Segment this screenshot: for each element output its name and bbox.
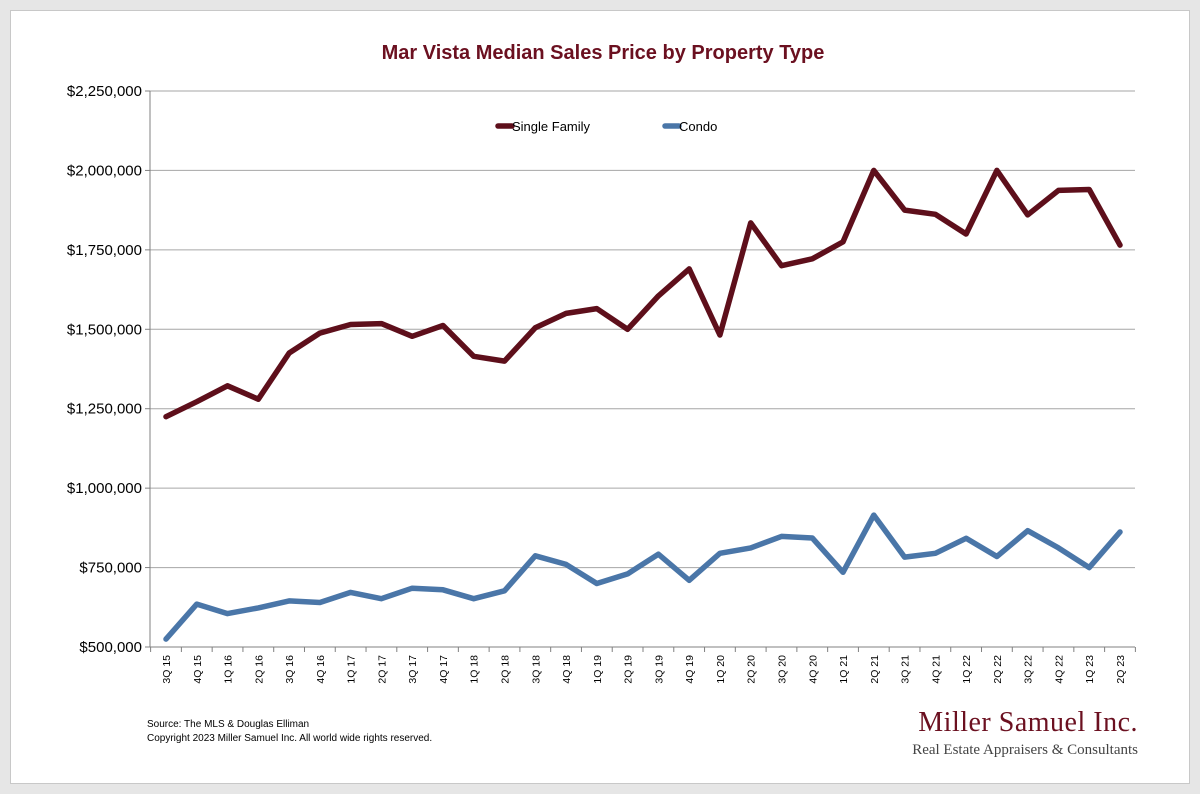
x-tick-label: 3Q 18 [530,655,542,684]
x-tick-label: 2Q 17 [376,655,388,684]
y-tick-label: $2,250,000 [67,83,142,100]
x-tick-label: 2Q 23 [1115,655,1127,684]
copyright-line: Copyright 2023 Miller Samuel Inc. All wo… [147,733,433,744]
x-tick-label: 2Q 20 [746,655,758,684]
series-line-single-family [163,167,1123,420]
source-line: Source: The MLS & Douglas Elliman [147,719,310,730]
x-tick-label: 3Q 19 [653,655,665,684]
axes [145,90,1136,652]
x-tick-label: 3Q 15 [161,655,173,684]
x-tick-label: 4Q 17 [438,655,450,684]
x-tick-label: 3Q 17 [407,655,419,684]
y-tick-label: $1,000,000 [67,480,142,497]
y-tick-label: $2,000,000 [67,162,142,179]
logo-tagline: Real Estate Appraisers & Consultants [912,742,1138,758]
x-tick-label: 2Q 19 [623,655,635,684]
y-tick-labels: $500,000 $750,000 $1,000,000 $1,250,000 $1,5… [67,83,142,656]
x-tick-label: 1Q 21 [838,655,850,684]
x-tick-label: 3Q 16 [284,655,296,684]
x-tick-label: 4Q 18 [561,655,573,684]
x-tick-label: 1Q 16 [223,655,235,684]
x-tick-label: 4Q 19 [684,655,696,684]
legend-label: Condo [679,119,717,134]
x-tick-label: 1Q 22 [961,655,973,684]
logo-name: Miller Samuel Inc. [918,707,1138,738]
x-tick-label: 3Q 22 [1023,655,1035,684]
x-tick-label: 2Q 16 [253,655,265,684]
chart-title: Mar Vista Median Sales Price by Property… [381,42,825,64]
legend: Single Family Condo [495,119,717,134]
x-tick-label: 2Q 22 [992,655,1004,684]
x-tick-label: 4Q 16 [315,655,327,684]
x-tick-label: 4Q 15 [192,655,204,684]
y-tick-label: $750,000 [79,560,142,577]
y-tick-label: $1,750,000 [67,242,142,259]
series-line-condo [163,512,1123,642]
x-tick-label: 4Q 20 [807,655,819,684]
x-tick-label: 4Q 22 [1053,655,1065,684]
y-tick-label: $1,500,000 [67,321,142,338]
source-note: Source: The MLS & Douglas Elliman Copyri… [147,718,432,746]
x-tick-label: 1Q 23 [1084,655,1096,684]
x-tick-label: 2Q 21 [869,655,881,684]
x-tick-label: 1Q 17 [346,655,358,684]
company-logo: Miller Samuel Inc. Real Estate Appraiser… [912,707,1138,761]
x-tick-label: 3Q 20 [776,655,788,684]
x-tick-label: 1Q 19 [592,655,604,684]
x-tick-label: 1Q 20 [715,655,727,684]
x-tick-label: 2Q 18 [500,655,512,684]
legend-label: Single Family [512,119,591,134]
series-lines [163,167,1123,642]
x-tick-label: 1Q 18 [469,655,481,684]
x-tick-label: 4Q 21 [930,655,942,684]
y-tick-label: $500,000 [79,639,142,656]
y-tick-label: $1,250,000 [67,401,142,418]
grid-lines [150,90,1135,648]
x-tick-labels: 3Q 15 4Q 15 1Q 16 2Q 16 3Q 16 4Q 16 1Q 17 2Q 17… [161,655,1127,684]
x-tick-label: 3Q 21 [900,655,912,684]
